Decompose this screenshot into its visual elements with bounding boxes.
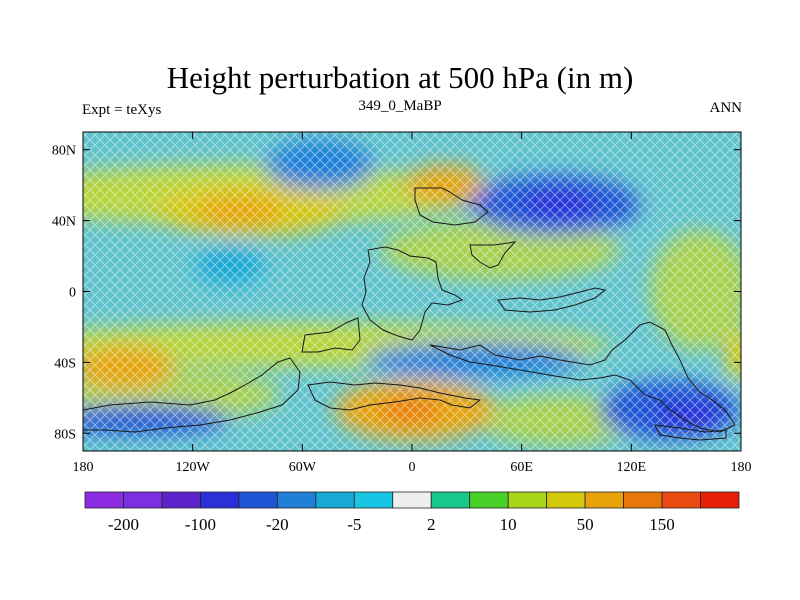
continent-outline xyxy=(469,241,517,269)
colorbar-label: 50 xyxy=(577,515,594,534)
height-field xyxy=(83,132,741,451)
colorbar-label: -5 xyxy=(347,515,361,534)
colorbar-swatch xyxy=(700,491,740,509)
plot-title: Height perturbation at 500 hPa (in m) xyxy=(166,60,634,95)
continent-outline xyxy=(429,321,736,433)
lon-tick-label: 60E xyxy=(510,460,533,475)
center-label: 349_0_MaBP xyxy=(358,98,442,114)
lat-tick-label: 0 xyxy=(69,286,76,301)
left-label: Expt = teXys xyxy=(82,102,162,118)
colorbar-swatch xyxy=(469,491,509,509)
colorbar-swatch xyxy=(430,491,471,509)
colorbar-swatch xyxy=(315,491,355,509)
colorbar-label: 10 xyxy=(500,515,517,534)
colorbar-swatch xyxy=(584,491,624,509)
lon-tick-label: 60W xyxy=(289,460,317,475)
map-axes: 80N 40N 0 40S 80S 180 120W 60W 0 60E 120E 180 xyxy=(52,132,752,475)
hatch-overlay xyxy=(83,132,741,451)
colorbar-swatch xyxy=(392,491,432,509)
continent-outline xyxy=(654,424,727,441)
map-plot-area xyxy=(82,131,742,452)
continent-outline xyxy=(361,246,464,341)
lon-tick-label: 120E xyxy=(617,460,647,475)
colorbar-swatch xyxy=(623,491,663,509)
colorbar-swatch xyxy=(507,491,548,509)
colorbar-swatch xyxy=(84,491,124,509)
colorbar-label: 2 xyxy=(427,515,436,534)
continent-outlines xyxy=(83,187,736,441)
colorbar: -200 -100 -20 -5 2 10 50 150 xyxy=(84,491,740,534)
colorbar-swatch xyxy=(161,491,201,509)
lat-tick-label: 40S xyxy=(54,356,76,371)
continent-outline xyxy=(83,357,301,433)
continent-outline xyxy=(497,287,607,313)
lat-tick-label: 40N xyxy=(52,215,76,230)
lat-tick-label: 80S xyxy=(54,427,76,442)
colorbar-swatch xyxy=(353,491,394,509)
lon-tick-label: 0 xyxy=(409,460,416,475)
colorbar-swatch xyxy=(276,491,317,509)
lon-tick-label: 180 xyxy=(73,460,94,475)
colorbar-swatch xyxy=(238,491,278,509)
colorbar-swatch xyxy=(123,491,163,509)
continent-outline xyxy=(301,317,361,353)
continent-outline xyxy=(414,187,489,226)
continent-outline xyxy=(307,381,482,411)
lat-tick-label: 80N xyxy=(52,144,76,159)
lon-tick-label: 120W xyxy=(176,460,211,475)
colorbar-swatch xyxy=(546,491,586,509)
lon-tick-label: 180 xyxy=(731,460,752,475)
colorbar-label: -200 xyxy=(108,515,139,534)
right-label: ANN xyxy=(709,100,743,116)
colorbar-swatch xyxy=(661,491,701,509)
colorbar-label: -20 xyxy=(266,515,289,534)
colorbar-label: 150 xyxy=(649,515,675,534)
colorbar-label: -100 xyxy=(185,515,216,534)
colorbar-swatch xyxy=(200,491,240,509)
